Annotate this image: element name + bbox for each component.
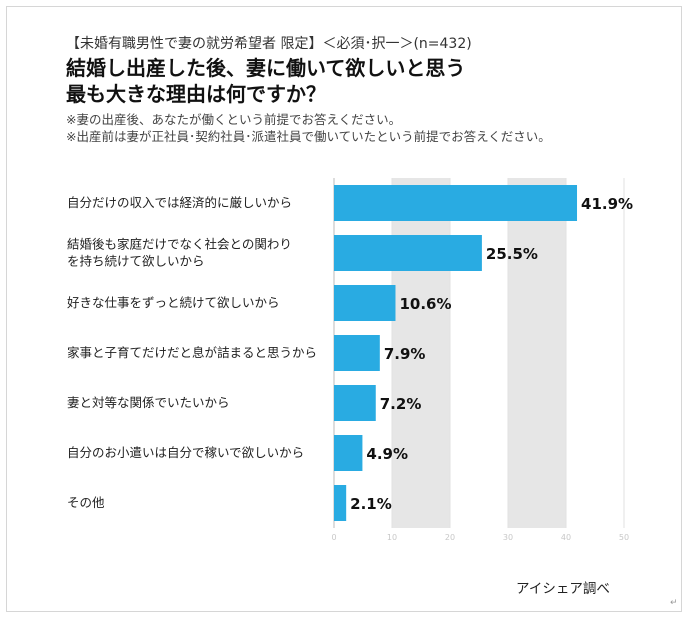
- bar-7: [334, 485, 347, 521]
- category-label-5: 妻と対等な関係でいたいから: [67, 395, 230, 410]
- category-label-7: その他: [67, 495, 105, 510]
- category-label-line: 自分のお小遣いは自分で稼いで欲しいから: [67, 445, 304, 460]
- chart-title: 結婚し出産した後、妻に働いて欲しいと思う 最も大きな理由は何ですか？: [66, 55, 666, 107]
- category-label-line: 妻と対等な関係でいたいから: [67, 395, 230, 410]
- chart-subtitle: 【未婚有職男性で妻の就労希望者 限定】＜必須･択一＞(n=432): [66, 36, 472, 52]
- bar-2: [334, 235, 482, 271]
- x-tick-label: 10: [387, 533, 397, 542]
- grid-band: [508, 178, 566, 528]
- value-label-1: 41.9%: [581, 195, 633, 213]
- x-tick-label: 30: [503, 533, 513, 542]
- category-label-2: 結婚後も家庭だけでなく社会との関わりを持ち続けて欲しいから: [67, 237, 292, 269]
- bar-6: [334, 435, 363, 471]
- x-tick-label: 20: [445, 533, 455, 542]
- category-label-3: 好きな仕事をずっと続けて欲しいから: [67, 295, 280, 310]
- category-label-line: を持ち続けて欲しいから: [67, 254, 205, 269]
- value-label-3: 10.6%: [399, 295, 451, 313]
- chart-title-line-1: 結婚し出産した後、妻に働いて欲しいと思う: [66, 56, 466, 80]
- category-label-4: 家事と子育てだけだと息が詰まると思うから: [67, 345, 317, 360]
- chart-notes: ※妻の出産後、あなたが働くという前提でお答えください。 ※出産前は妻が正社員･契…: [66, 111, 666, 145]
- chart-header: 【未婚有職男性で妻の就労希望者 限定】＜必須･択一＞(n=432) 結婚し出産し…: [66, 33, 666, 145]
- value-label-2: 25.5%: [486, 245, 538, 263]
- x-tick-label: 40: [561, 533, 571, 542]
- chart-title-line-2: 最も大きな理由は何ですか？: [66, 82, 326, 106]
- category-label-line: 好きな仕事をずっと続けて欲しいから: [67, 295, 280, 310]
- value-label-7: 2.1%: [350, 495, 392, 513]
- source-credit: アイシェア調べ: [516, 581, 610, 597]
- x-tick-label: 0: [331, 533, 336, 542]
- category-label-line: 家事と子育てだけだと息が詰まると思うから: [67, 345, 317, 360]
- bar-5: [334, 385, 376, 421]
- category-label-line: 結婚後も家庭だけでなく社会との関わり: [67, 237, 292, 252]
- value-label-5: 7.2%: [380, 395, 422, 413]
- bar-3: [334, 285, 396, 321]
- value-label-4: 7.9%: [384, 345, 426, 363]
- category-label-6: 自分のお小遣いは自分で稼いで欲しいから: [67, 445, 304, 460]
- chart-note-1: ※妻の出産後、あなたが働くという前提でお答えください。: [66, 112, 402, 127]
- value-label-6: 4.9%: [366, 445, 408, 463]
- figure-frame: [6, 6, 682, 612]
- x-tick-label: 50: [619, 533, 629, 542]
- category-label-line: 自分だけの収入では経済的に厳しいから: [67, 195, 292, 210]
- bar-1: [334, 185, 578, 221]
- category-label-1: 自分だけの収入では経済的に厳しいから: [67, 195, 292, 210]
- return-mark: ↵: [670, 598, 678, 608]
- category-label-line: その他: [67, 495, 105, 510]
- chart-note-2: ※出産前は妻が正社員･契約社員･派遣社員で働いていたという前提でお答えください。: [66, 129, 551, 144]
- bar-4: [334, 335, 380, 371]
